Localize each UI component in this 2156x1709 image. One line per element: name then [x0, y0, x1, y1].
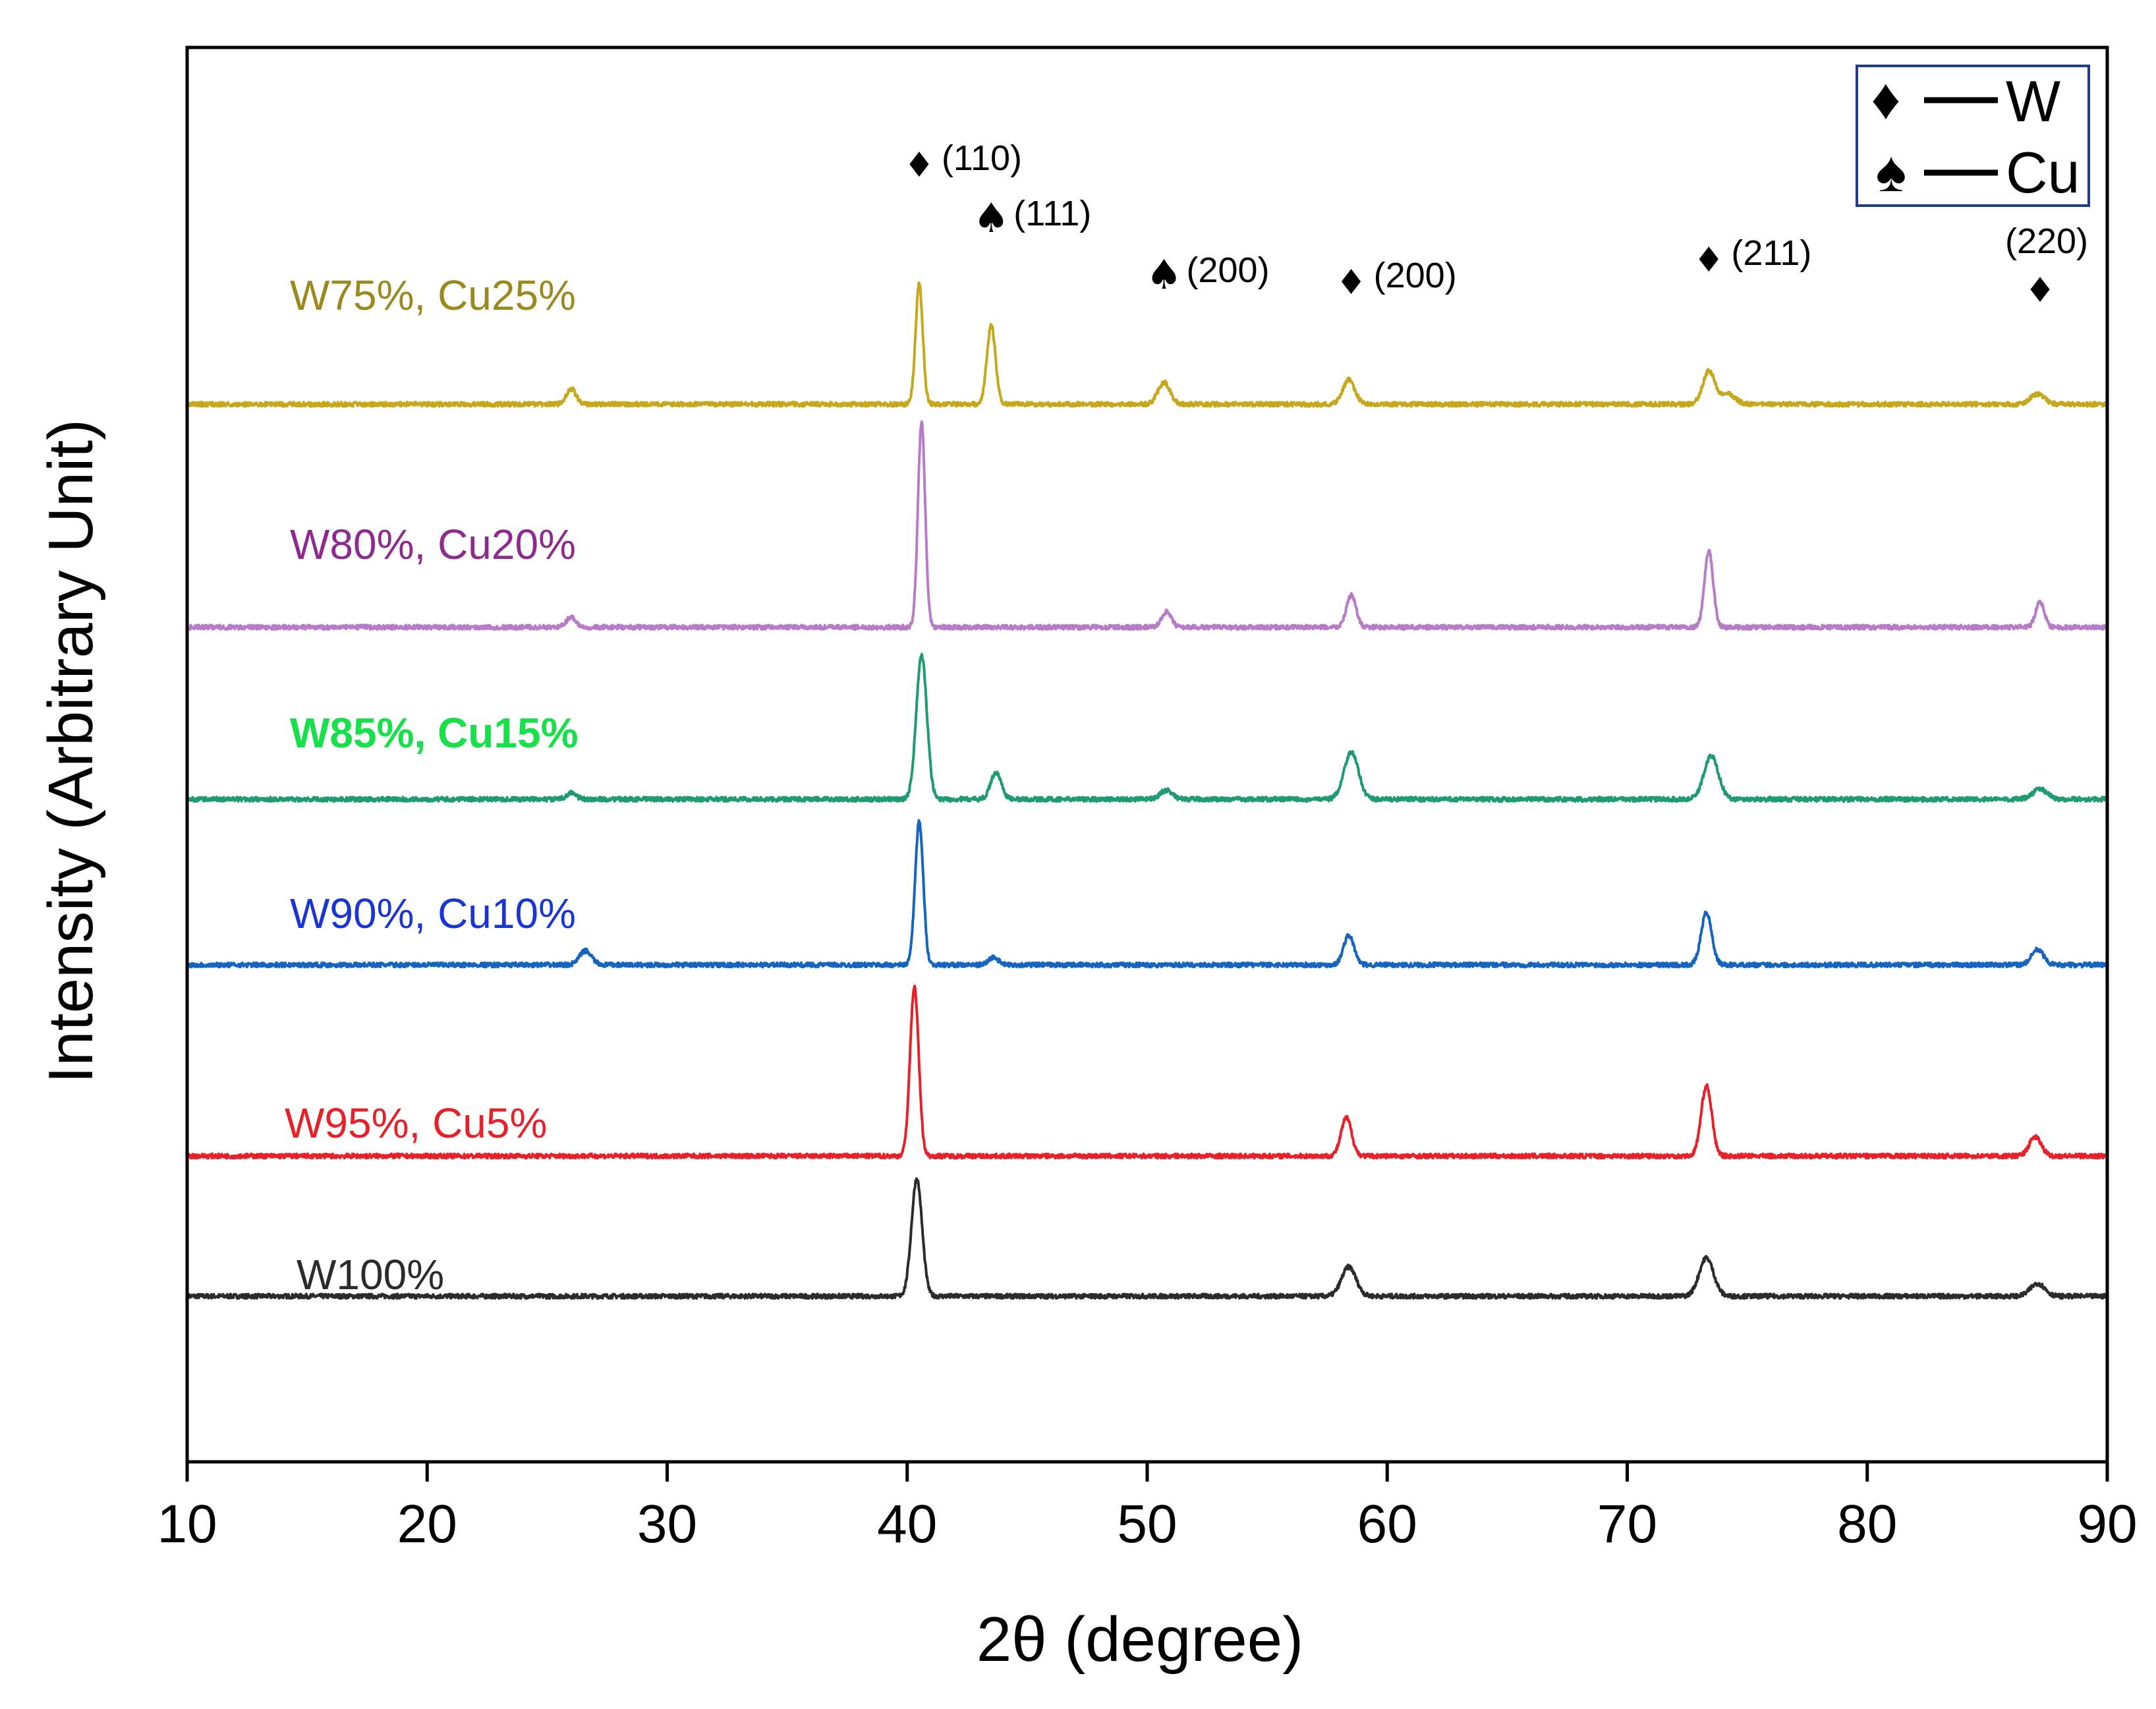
- peak-label: (111): [1013, 194, 1091, 233]
- x-tick-label: 30: [637, 1494, 697, 1554]
- series-line: [186, 985, 2108, 1160]
- x-axis: 10 20 30 40 50 60 70 80 90: [157, 1462, 2138, 1554]
- legend-label-w: W: [2006, 69, 2060, 134]
- legend-diamond-icon: ♦: [1871, 66, 1901, 131]
- series-label: W85%, Cu15%: [290, 709, 578, 757]
- x-tick-label: 60: [1357, 1494, 1417, 1554]
- series-label: W90%, Cu10%: [290, 890, 576, 937]
- diamond-icon: ♦: [904, 146, 935, 185]
- x-tick-label: 70: [1597, 1494, 1657, 1554]
- diamond-icon: ♦: [2025, 271, 2056, 310]
- peak-label: (220): [2005, 221, 2088, 261]
- legend-spade-icon: ♠: [1876, 138, 1907, 204]
- x-axis-title: 2θ (degree): [977, 1604, 1303, 1675]
- y-axis-title: Intensity (Arbitrary Unit): [36, 419, 106, 1084]
- x-tick-label: 80: [1837, 1494, 1897, 1554]
- x-tick-label: 10: [157, 1494, 217, 1554]
- series-line: [186, 1177, 2107, 1300]
- series-label: W75%, Cu25%: [290, 272, 576, 319]
- legend-label-cu: Cu: [2006, 140, 2080, 205]
- spade-icon: ♠: [973, 194, 1009, 242]
- peak-label: (211): [1731, 233, 1811, 273]
- peak-label: (200): [1374, 256, 1457, 295]
- series-line: [186, 281, 2108, 408]
- x-tick-label: 50: [1117, 1494, 1177, 1554]
- peak-annotations: ♦ (110)♠ (111)♠ (200) ♦ (200) ♦ (211)♦(220): [904, 138, 2088, 310]
- spade-icon: ♠: [1146, 250, 1183, 299]
- x-tick-label: 40: [877, 1494, 937, 1554]
- peak-label: (200): [1186, 250, 1269, 290]
- series-line: [186, 652, 2107, 803]
- series-label: W95%, Cu5%: [285, 1099, 547, 1147]
- x-tick-label: 20: [397, 1494, 457, 1554]
- x-tick-label: 90: [2077, 1494, 2137, 1554]
- legend: ♦ W ♠ Cu: [1856, 65, 2090, 207]
- legend-box: [1856, 65, 2090, 207]
- series-labels: W100% W95%, Cu5% W90%, Cu10% W85%, Cu15% W80…: [285, 272, 578, 1298]
- series-label: W100%: [297, 1251, 444, 1298]
- series-label: W80%, Cu20%: [290, 521, 576, 568]
- traces: [186, 281, 2108, 1300]
- diamond-icon: ♦: [1693, 241, 1724, 280]
- peak-label: (110): [942, 138, 1022, 178]
- series-line: [187, 420, 2107, 631]
- series-line: [186, 819, 2108, 969]
- diamond-icon: ♦: [1336, 263, 1367, 303]
